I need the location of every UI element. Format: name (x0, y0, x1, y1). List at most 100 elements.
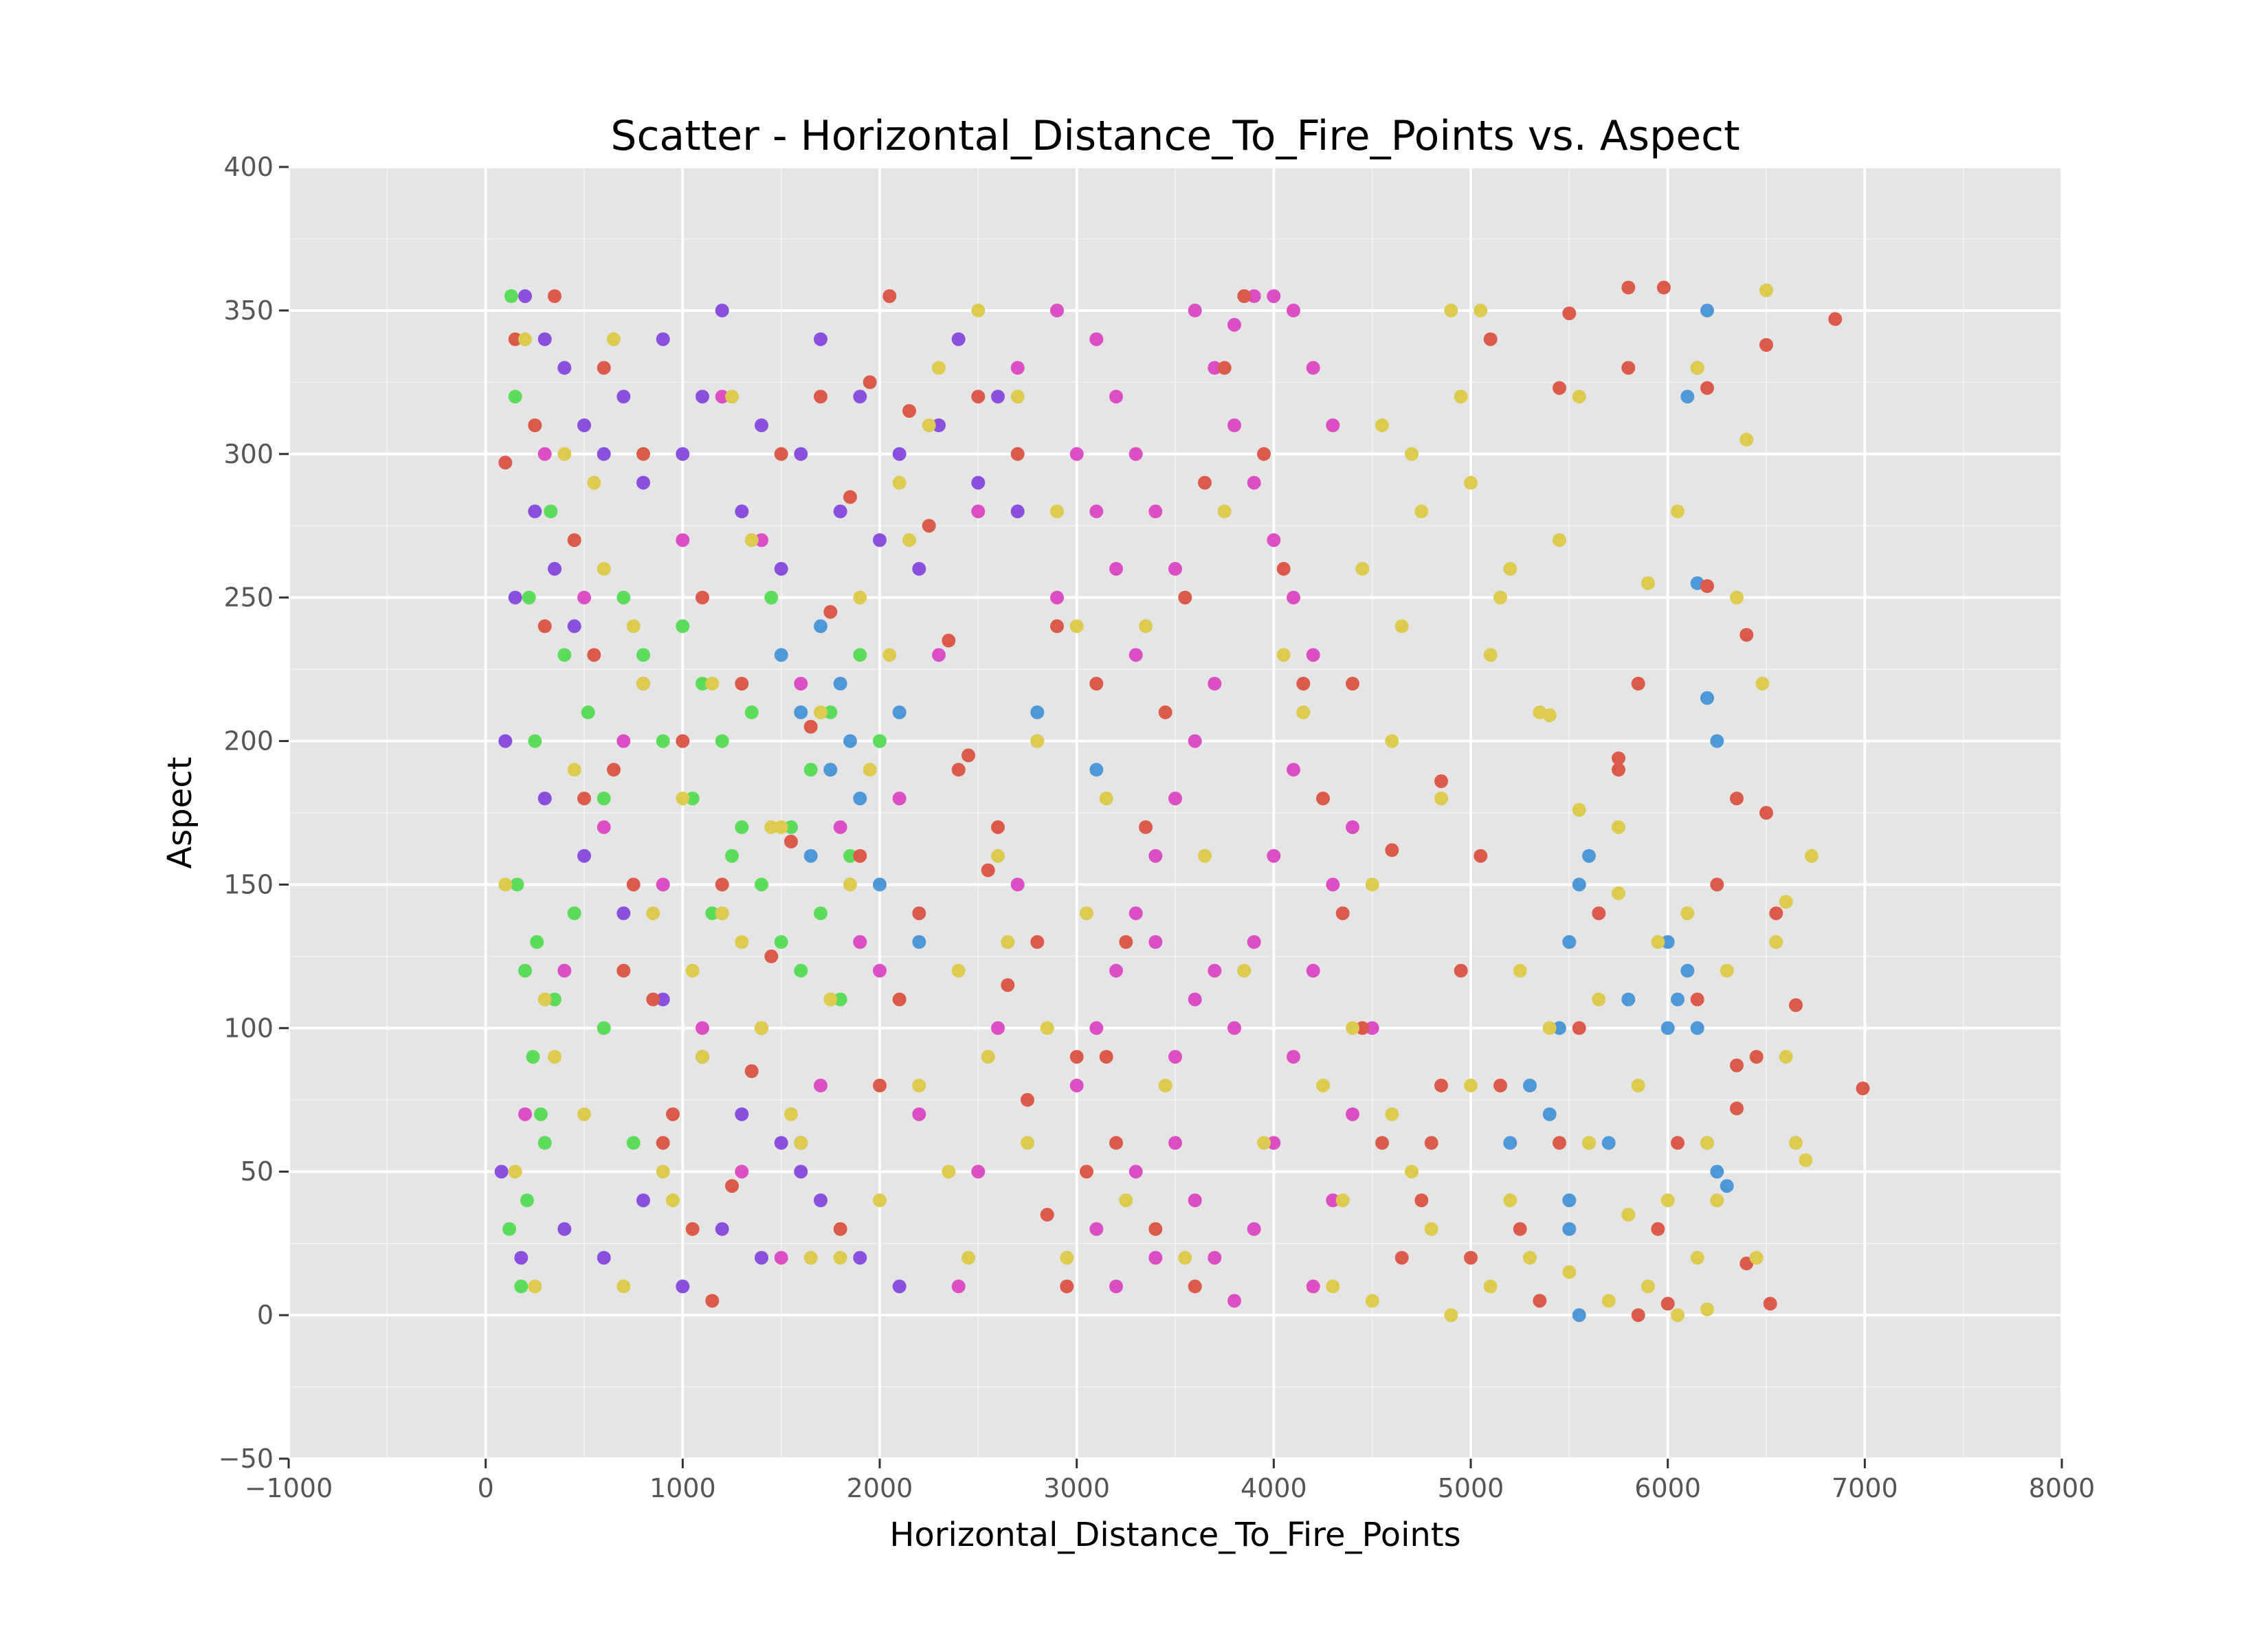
data-point (1385, 1107, 1399, 1121)
data-point (764, 949, 779, 963)
data-point (1474, 849, 1488, 863)
data-point (597, 1250, 611, 1265)
data-point (803, 763, 818, 777)
data-point (892, 475, 907, 490)
data-point (1503, 1136, 1517, 1150)
data-point (1523, 1250, 1537, 1265)
data-point (646, 992, 660, 1007)
data-point (1582, 1136, 1596, 1150)
data-point (1306, 361, 1320, 375)
data-point (1208, 361, 1222, 375)
data-point (1562, 1222, 1577, 1236)
data-point (1247, 289, 1261, 303)
y-tick-label: 350 (223, 295, 274, 326)
data-point (1188, 992, 1202, 1007)
data-point (1267, 289, 1281, 303)
data-point (518, 1107, 532, 1121)
data-point (873, 877, 887, 892)
data-point (518, 289, 532, 303)
data-point (1021, 1136, 1034, 1150)
data-point (1483, 648, 1498, 662)
data-point (1089, 677, 1104, 691)
data-point (548, 289, 562, 303)
data-point (814, 1078, 827, 1092)
data-point (715, 734, 729, 748)
data-point (1755, 677, 1770, 691)
data-point (1188, 1279, 1202, 1294)
data-point (1612, 886, 1625, 900)
data-point (1306, 963, 1320, 978)
data-point (597, 820, 611, 834)
data-point (981, 863, 995, 877)
data-point (1523, 1078, 1537, 1092)
data-point (1060, 1250, 1074, 1265)
data-point (676, 619, 690, 633)
data-point (646, 906, 660, 921)
data-point (744, 1064, 759, 1078)
data-point (1601, 1294, 1616, 1308)
data-point (666, 1193, 680, 1207)
x-tick-label: 7000 (1832, 1473, 1898, 1503)
data-point (1227, 418, 1241, 432)
data-point (971, 475, 986, 490)
data-point (1493, 590, 1507, 605)
data-point (912, 906, 926, 921)
series-5 (498, 283, 1819, 1323)
data-point (508, 590, 522, 605)
data-point (1129, 447, 1143, 461)
data-point (951, 763, 966, 777)
data-point (1562, 935, 1577, 949)
data-point (1168, 561, 1182, 576)
data-point (530, 935, 544, 949)
data-point (1513, 963, 1527, 978)
data-point (656, 1136, 670, 1150)
data-point (1394, 1250, 1409, 1265)
data-point (1089, 763, 1104, 777)
data-point (744, 705, 759, 719)
data-point (636, 447, 650, 461)
data-point (882, 648, 897, 662)
data-point (833, 992, 847, 1007)
data-point (1109, 1136, 1123, 1150)
data-point (1720, 1179, 1734, 1193)
data-point (1148, 504, 1163, 519)
data-point (1553, 1136, 1566, 1150)
data-point (1346, 677, 1359, 691)
data-point (1276, 561, 1291, 576)
series-3 (518, 289, 1379, 1308)
data-point (537, 447, 552, 461)
data-point (1749, 1250, 1764, 1265)
data-point (1856, 1081, 1870, 1096)
data-point (961, 748, 975, 763)
data-point (636, 677, 650, 691)
data-point (1148, 849, 1163, 863)
data-point (544, 504, 558, 519)
data-point (676, 734, 690, 748)
data-point (1710, 877, 1724, 892)
data-point (794, 677, 808, 691)
data-point (1267, 849, 1281, 863)
data-point (823, 705, 838, 719)
data-point (1355, 1021, 1370, 1035)
data-point (587, 475, 601, 490)
data-point (557, 361, 572, 375)
data-point (1680, 390, 1695, 404)
data-point (1198, 849, 1212, 863)
data-point (1631, 1078, 1645, 1092)
data-point (1769, 935, 1783, 949)
data-point (873, 734, 887, 748)
data-point (1444, 303, 1458, 317)
y-tick-label: 150 (223, 869, 274, 899)
data-point (1050, 590, 1064, 605)
data-point (1158, 1078, 1172, 1092)
data-point (1139, 619, 1153, 633)
data-point (873, 533, 887, 548)
data-point (1119, 935, 1133, 949)
data-point (843, 490, 857, 504)
data-point (1010, 877, 1025, 892)
data-point (537, 619, 552, 633)
data-point (981, 1050, 995, 1064)
data-point (676, 792, 690, 806)
y-axis-label: Aspect (161, 756, 199, 868)
data-point (755, 1021, 768, 1035)
